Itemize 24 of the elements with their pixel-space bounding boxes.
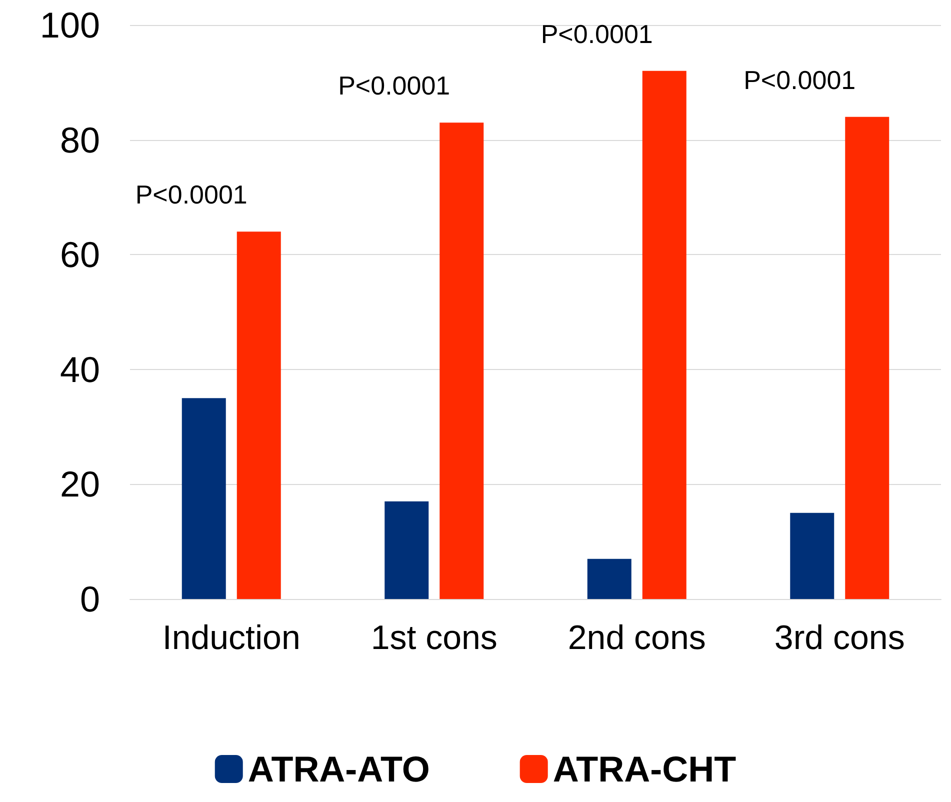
y-tick-label: 40 — [60, 348, 100, 390]
x-tick-label: 1st cons — [370, 619, 498, 657]
bar — [182, 398, 226, 599]
legend-label: ATRA-CHT — [552, 748, 736, 790]
annotation: P<0.0001 — [135, 180, 248, 210]
y-tick-label: 80 — [60, 119, 100, 160]
bar — [790, 512, 834, 599]
annotation: P<0.0001 — [540, 18, 653, 49]
y-tick-label: 60 — [60, 234, 100, 276]
bar — [587, 558, 632, 599]
y-tick-label: 20 — [60, 464, 100, 505]
annotation: P<0.0001 — [744, 64, 856, 95]
bar — [642, 70, 686, 599]
bar — [440, 122, 484, 599]
bar — [845, 116, 890, 599]
x-tick-label: 3rd cons — [774, 619, 905, 657]
bar — [384, 501, 429, 599]
x-tick-label: Induction — [162, 619, 300, 657]
x-tick-label: 2nd cons — [568, 619, 706, 657]
bar — [236, 232, 281, 599]
annotation: P<0.0001 — [338, 70, 450, 101]
legend-label: ATRA-ATO — [248, 748, 430, 790]
y-tick-label: 0 — [80, 578, 100, 620]
y-tick-label: 100 — [40, 4, 100, 46]
